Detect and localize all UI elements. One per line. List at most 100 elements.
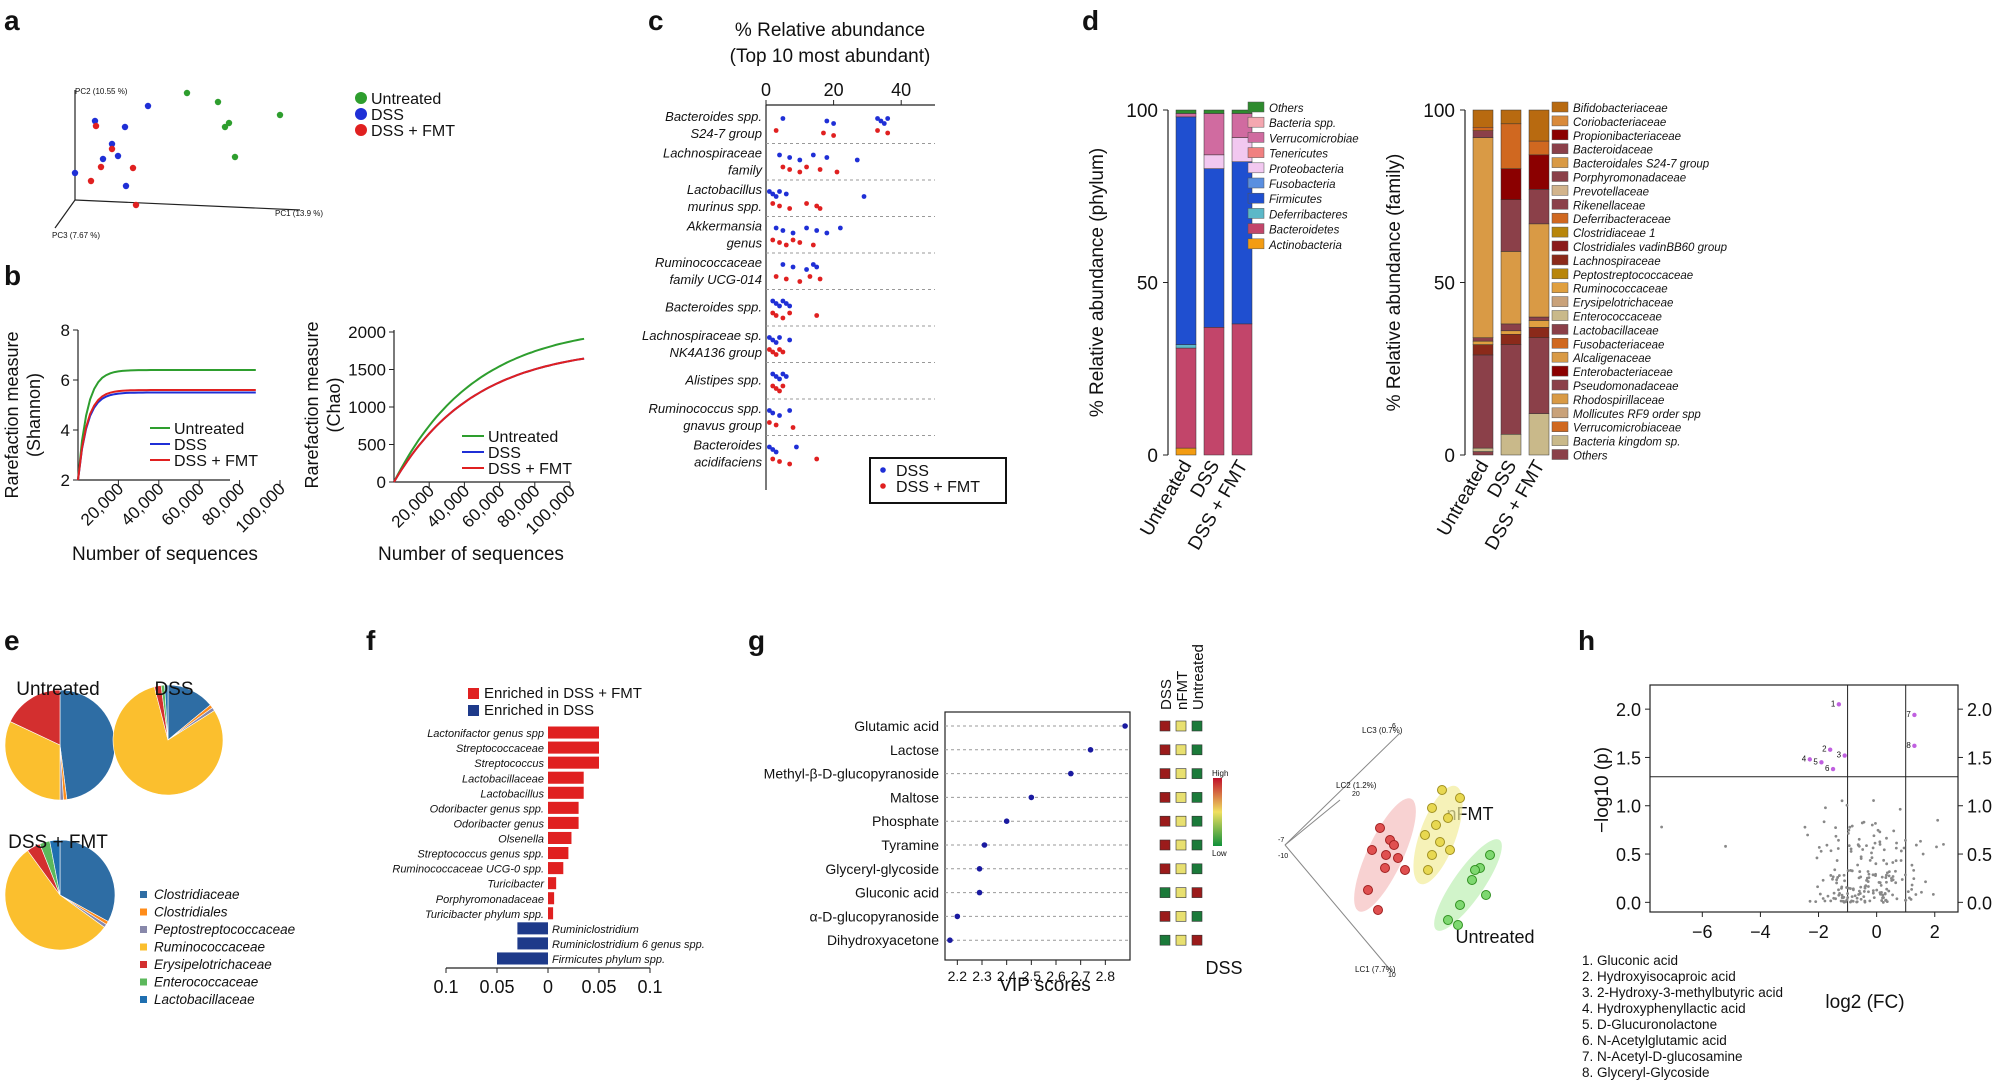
- c-point-dss-fmt: [770, 456, 776, 462]
- g-pca-axis-lc3: [1284, 732, 1401, 846]
- h-metabolite-point: [1871, 889, 1875, 893]
- c-point-dss-fmt: [773, 352, 779, 357]
- h-metabolite-point: [1823, 899, 1827, 903]
- c-x-tick-label: 40: [891, 80, 911, 100]
- c-point-dss: [777, 335, 782, 340]
- d-legend-swatch: [1247, 116, 1265, 128]
- f-bar: [548, 831, 572, 844]
- g-vip-point: [954, 913, 961, 920]
- d-legend-swatch: [1551, 185, 1569, 196]
- x-tick-label: 20,000: [77, 479, 127, 529]
- y-tick-label: 500: [358, 436, 386, 455]
- c-taxon-label: Bacteroides spp.: [665, 109, 762, 124]
- h-metabolite-point: [1849, 900, 1852, 904]
- c-point-dss-fmt: [780, 349, 786, 355]
- d-legend-swatch: [1551, 254, 1569, 266]
- h-metabolite-point: [1856, 863, 1860, 867]
- pca-point-dss: [99, 155, 107, 163]
- panel-label-f: f: [366, 625, 376, 656]
- c-point-dss-fmt: [831, 133, 836, 138]
- c-point-dss: [854, 157, 860, 163]
- panel-label-e: e: [4, 625, 20, 656]
- d-legend-label: Enterococcaceae: [1573, 312, 1662, 324]
- h-metabolite-point: [1899, 859, 1903, 862]
- d-legend-swatch: [1551, 338, 1569, 349]
- h-metabolite-point: [1816, 885, 1819, 889]
- c-point-dss: [770, 191, 776, 197]
- g-heat-column-label: nFMT: [1174, 671, 1191, 710]
- c-point-dss-fmt: [783, 276, 789, 282]
- d-legend-label: Deferribacteraceae: [1573, 214, 1671, 226]
- f-bar: [548, 741, 599, 754]
- h-metabolite-point: [1815, 856, 1819, 860]
- g-vip-point: [976, 866, 983, 872]
- g-vip-point: [1028, 794, 1035, 801]
- d-bar-segment-lachnospiraceae: [1472, 344, 1494, 356]
- pie-legend-label: Erysipelotrichaceae: [154, 957, 272, 972]
- g-pca-point-untreated: [1485, 850, 1495, 860]
- d-legend-label: Fusobacteriaceae: [1573, 339, 1664, 351]
- h-metabolite-point: [1921, 852, 1925, 856]
- d-y-tick-label: 0: [1147, 446, 1158, 467]
- g-vip-point: [1087, 747, 1094, 753]
- c-point-dss-fmt: [817, 276, 823, 282]
- c-point-dss: [770, 447, 776, 452]
- g-heat-cell: [1175, 720, 1187, 732]
- h-metabolite-point: [1931, 892, 1935, 896]
- h-metabolite-point: [1894, 881, 1898, 885]
- h-metabolite-point: [1846, 896, 1850, 899]
- c-point-dss: [773, 449, 779, 455]
- d-legend-label: Rikenellaceae: [1573, 200, 1645, 212]
- g-vip-point: [976, 889, 983, 896]
- h-significant-id: 3: [1837, 751, 1842, 760]
- h-metabolite-point: [1857, 844, 1860, 847]
- h-significant-point: [1912, 743, 1917, 749]
- h-x-tick-label: −2: [1808, 922, 1829, 942]
- g-pca-point-dss: [1389, 840, 1399, 850]
- c-point-dss-fmt: [790, 425, 796, 430]
- g-x-tick-label: 2.6: [1046, 968, 1066, 984]
- c-point-dss-fmt: [773, 313, 779, 318]
- d-bar-segment-bacteroidetes: [1203, 327, 1225, 456]
- y-tick-label: 8: [61, 321, 70, 340]
- f-bar-label: Firmicutes phylum spp.: [552, 954, 665, 966]
- h-metabolite-key: 4. Hydroxyphenyllactic acid: [1582, 1001, 1746, 1016]
- d-legend-label: Bacteroidales S24-7 group: [1573, 159, 1710, 171]
- pie-legend-swatch: [140, 943, 147, 951]
- h-metabolite-point: [1882, 896, 1885, 900]
- h-metabolite-point: [1835, 878, 1839, 882]
- g-heat-cell: [1191, 744, 1203, 756]
- g-ellipse-untreated: [1434, 839, 1502, 931]
- h-metabolite-point: [1894, 869, 1897, 873]
- h-metabolite-point: [1842, 873, 1846, 877]
- c-point-dss: [875, 116, 880, 121]
- y-tick-label: 1000: [348, 398, 386, 417]
- d-legend-swatch: [1551, 171, 1569, 182]
- d-legend-label: Fusobacteria: [1269, 179, 1335, 191]
- h-metabolite-point: [1840, 885, 1844, 889]
- d-legend-label: Others: [1269, 103, 1304, 115]
- g-heat-cell: [1175, 911, 1187, 922]
- d-legend-swatch: [1551, 365, 1569, 377]
- h-metabolite-point: [1890, 879, 1894, 882]
- d-legend-swatch: [1247, 192, 1265, 204]
- y-tick-label: 2: [61, 471, 70, 490]
- g-heat-cell: [1191, 887, 1203, 898]
- h-metabolite-point: [1845, 886, 1848, 889]
- c-taxon-label: Akkermansia: [686, 219, 762, 234]
- c-point-dss-fmt: [804, 201, 809, 206]
- shannon-y-label-2: (Shannon): [24, 373, 44, 457]
- g-pca-tick: 20: [1352, 791, 1360, 798]
- c-point-dss-fmt: [807, 274, 813, 279]
- h-x-tick-label: −6: [1692, 922, 1713, 942]
- h-metabolite-point: [1874, 872, 1877, 876]
- h-y-tick-label-right: 0.0: [1967, 893, 1992, 913]
- h-metabolite-point: [1859, 857, 1863, 860]
- g-pca-point-dss: [1367, 845, 1377, 855]
- pca-point-dss: [144, 102, 152, 110]
- h-y-tick-label-left: 1.5: [1616, 748, 1641, 768]
- y-tick-label: 1500: [348, 361, 386, 380]
- g-heat-cell: [1159, 744, 1171, 756]
- h-significant-point: [1807, 757, 1813, 762]
- h-metabolite-point: [1910, 883, 1914, 887]
